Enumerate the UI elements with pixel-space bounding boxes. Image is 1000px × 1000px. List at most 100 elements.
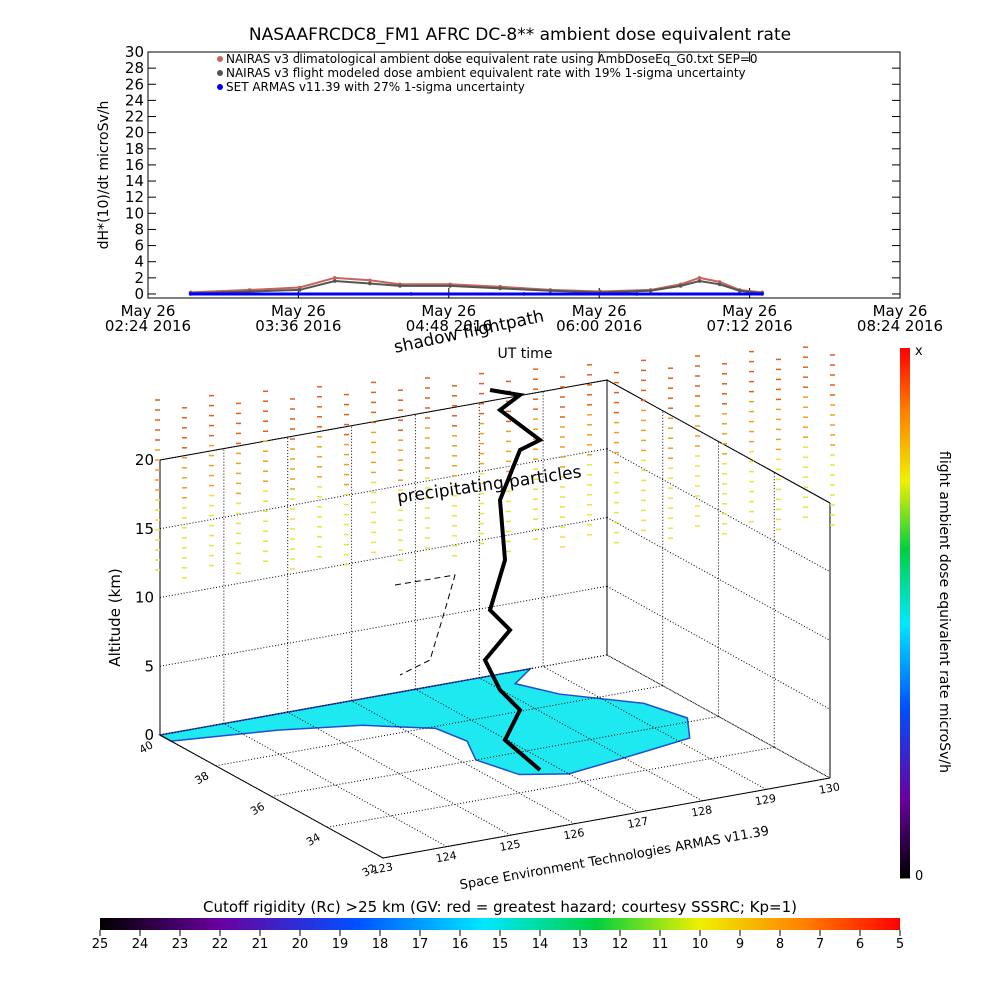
point bbox=[398, 284, 402, 288]
colorbar-tick-label: 17 bbox=[412, 937, 429, 952]
series-line bbox=[190, 276, 763, 294]
point bbox=[368, 278, 372, 283]
x-tick-label: May 26 08:24 2016 bbox=[856, 302, 944, 335]
colorbar-horizontal bbox=[100, 918, 900, 930]
colorbar-tick-label: 20 bbox=[292, 937, 309, 952]
point bbox=[697, 276, 702, 280]
shadow-path bbox=[394, 574, 456, 676]
x-tick-label: May 26 03:36 2016 bbox=[255, 302, 342, 335]
y-tick-label: 24 bbox=[125, 91, 144, 109]
point bbox=[635, 292, 639, 296]
x-tick-label: 125 bbox=[499, 837, 522, 853]
colorbar-tick-label: 21 bbox=[252, 937, 269, 952]
colorbar-tick-label: 23 bbox=[172, 937, 189, 952]
legend-label: NAIRAS v3 flight modeled dose ambient eq… bbox=[226, 66, 746, 80]
colorbar-tick-label: 15 bbox=[492, 937, 509, 952]
y-tick-label: 26 bbox=[125, 75, 144, 93]
y-axis-label: dH*(10)/dt microSv/h bbox=[96, 101, 112, 250]
grid-line bbox=[271, 716, 719, 797]
axis-line bbox=[159, 734, 384, 859]
point bbox=[332, 276, 337, 280]
legend-label: NAIRAS v3 climatological ambient dose eq… bbox=[226, 52, 758, 66]
grid-line bbox=[159, 517, 608, 598]
x-tick-label: 128 bbox=[690, 803, 713, 819]
grid-line bbox=[215, 685, 663, 767]
colorbar-tick-label: 25 bbox=[92, 937, 109, 952]
point bbox=[296, 292, 301, 296]
colorbar-tick-label: 9 bbox=[736, 937, 744, 952]
colorbar-tick-label: 16 bbox=[452, 937, 469, 952]
colorbar-tick-label: 10 bbox=[692, 937, 709, 952]
z-tick-label: 20 bbox=[135, 451, 154, 469]
grid-line bbox=[542, 665, 767, 790]
z-tick-label: 0 bbox=[144, 726, 154, 744]
colorbar-tick-label: 24 bbox=[132, 937, 149, 952]
point bbox=[409, 292, 414, 296]
y-tick-label: 6 bbox=[134, 237, 144, 255]
y-tick-label: 40 bbox=[137, 738, 156, 756]
colorbar-tick-label: 5 bbox=[896, 937, 904, 952]
y-tick-label: 28 bbox=[125, 59, 144, 77]
point bbox=[368, 281, 372, 286]
annotation: precipitating particles bbox=[396, 462, 583, 508]
flight-path bbox=[482, 388, 544, 772]
point bbox=[548, 288, 553, 293]
x-tick-label: 130 bbox=[818, 780, 841, 796]
x-tick-label: May 26 06:00 2016 bbox=[556, 302, 643, 335]
colorbar-tick-label: 13 bbox=[572, 937, 589, 952]
y-tick-label: 22 bbox=[125, 108, 144, 126]
x-axis-label: UT time bbox=[498, 346, 553, 362]
y-tick-label: 38 bbox=[193, 769, 212, 787]
x-tick-label: 123 bbox=[371, 860, 394, 876]
plot-3d: 0 5 10 15 20 123 124 125 126 127 128 129 130 40 38 36 34… bbox=[106, 346, 841, 880]
y-tick-label: 14 bbox=[125, 172, 144, 190]
grid-line bbox=[606, 654, 831, 779]
y-tick-label: 12 bbox=[125, 188, 144, 206]
z-tick-label: 5 bbox=[144, 657, 154, 675]
point bbox=[648, 288, 653, 293]
point bbox=[247, 289, 252, 294]
point bbox=[697, 279, 702, 283]
grid-line bbox=[159, 585, 608, 667]
z-tick-label: 15 bbox=[135, 520, 154, 538]
y-tick-label: 36 bbox=[248, 800, 267, 818]
colorbar-tick-label: 22 bbox=[212, 937, 229, 952]
y-tick-label: 8 bbox=[134, 220, 144, 238]
y-tick-label: 16 bbox=[125, 156, 144, 174]
x-tick-label: May 26 04:48 2016 bbox=[405, 302, 492, 335]
point bbox=[522, 292, 526, 296]
title: NASAAFRCDC8_FM1 AFRC DC-8** ambient dose… bbox=[249, 25, 791, 45]
x-tick-label: May 26 07:12 2016 bbox=[706, 302, 793, 335]
y-tick-label: 32 bbox=[360, 861, 379, 879]
colorbar-top-label: x bbox=[915, 344, 923, 359]
grid-line bbox=[479, 677, 703, 802]
legend-marker bbox=[217, 70, 223, 76]
series-line bbox=[190, 280, 763, 295]
colorbar-tick-label: 11 bbox=[652, 937, 669, 952]
point bbox=[188, 292, 193, 296]
grid-line bbox=[606, 654, 831, 779]
grid-line bbox=[159, 448, 608, 530]
grid-line bbox=[327, 746, 775, 828]
point bbox=[717, 282, 722, 287]
legend-marker bbox=[217, 56, 223, 62]
colorbar-tick-label: 19 bbox=[332, 937, 349, 952]
grid-line bbox=[606, 448, 831, 573]
axis-line bbox=[382, 777, 831, 859]
grid-line bbox=[351, 700, 575, 825]
axis-line bbox=[159, 379, 608, 461]
colorbar-vertical bbox=[900, 348, 910, 878]
legend-label: SET ARMAS v11.39 with 27% 1-sigma uncert… bbox=[226, 80, 525, 94]
colorbar-label: flight ambient dose equivalent rate micr… bbox=[936, 451, 952, 773]
y-tick-label: 10 bbox=[125, 204, 144, 222]
y-tick-label: 34 bbox=[304, 831, 323, 849]
point bbox=[448, 284, 452, 288]
annotation: Space Environment Technologies ARMAS v11… bbox=[459, 824, 771, 893]
colorbar-tick-label: 14 bbox=[532, 937, 549, 952]
colorbar-tick-label: 8 bbox=[776, 937, 784, 952]
x-tick-label: 124 bbox=[435, 849, 458, 865]
x-tick-label: 129 bbox=[754, 792, 777, 808]
z-tick-label: 10 bbox=[135, 589, 154, 607]
x-tick-label: 126 bbox=[562, 826, 585, 842]
